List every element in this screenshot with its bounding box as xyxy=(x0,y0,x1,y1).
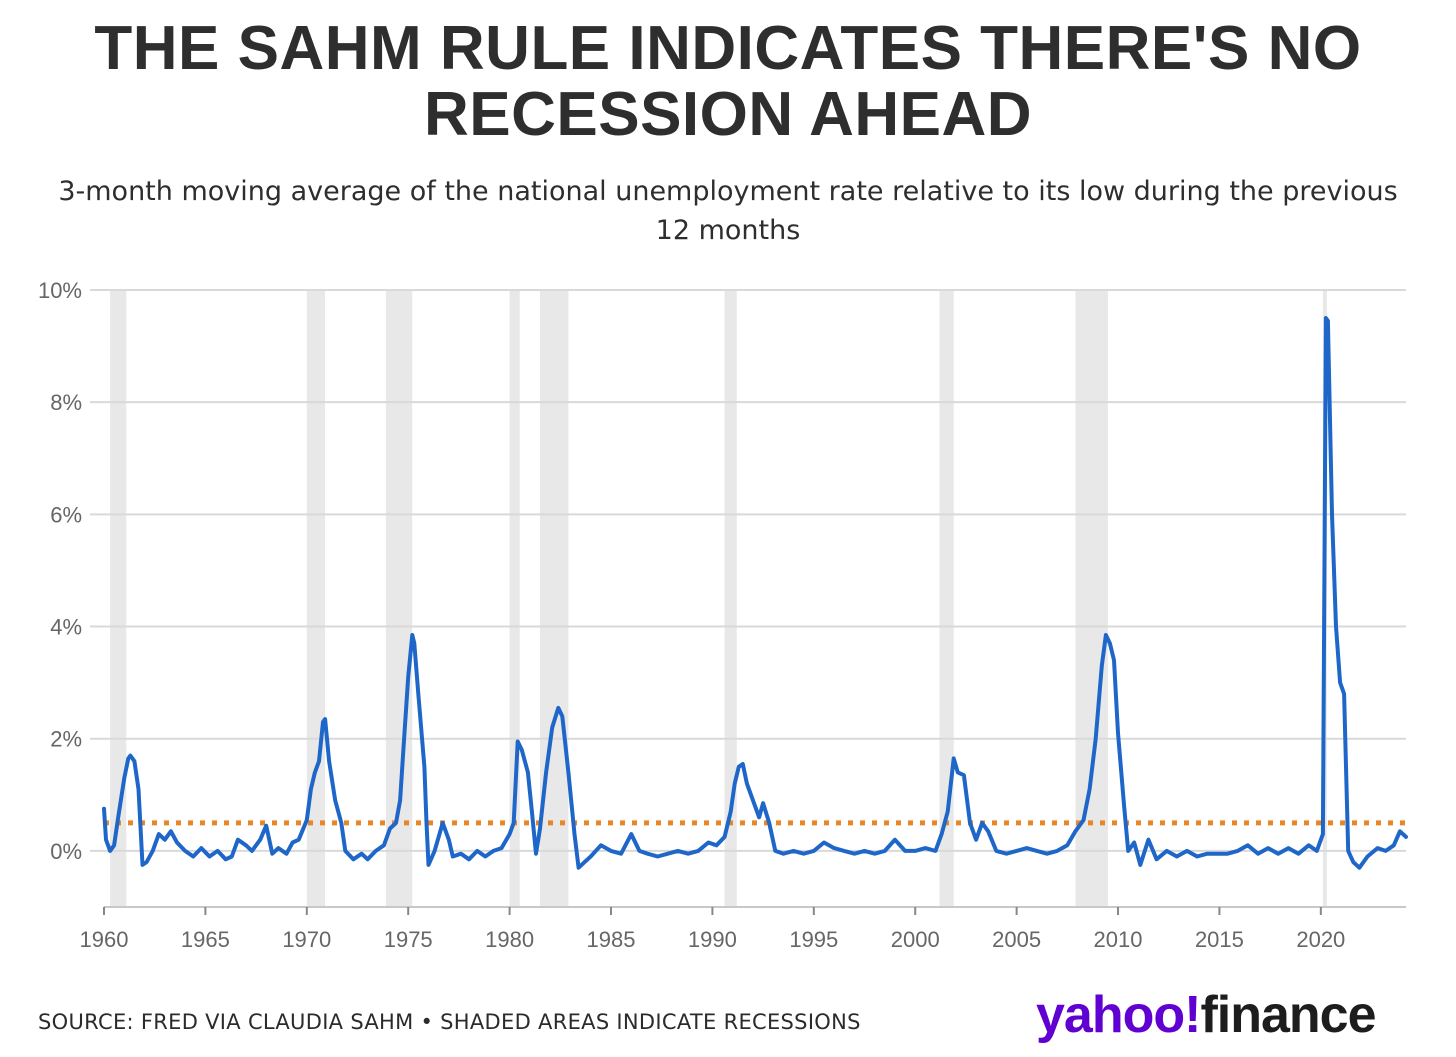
recession-band xyxy=(724,290,737,907)
x-tick-label: 2015 xyxy=(1195,927,1244,952)
recession-band xyxy=(540,290,569,907)
recession-band xyxy=(939,290,954,907)
x-tick-label: 1980 xyxy=(485,927,534,952)
chart-title: THE SAHM RULE INDICATES THERE'S NO RECES… xyxy=(94,14,1362,149)
x-tick-label: 1985 xyxy=(587,927,636,952)
x-tick-label: 1970 xyxy=(282,927,331,952)
yahoo-finance-logo: yahoo!finance xyxy=(1036,985,1377,1045)
recession-band xyxy=(509,290,520,907)
x-tick-label: 1995 xyxy=(789,927,838,952)
logo-yahoo-text: yahoo! xyxy=(1036,986,1201,1044)
series-line xyxy=(102,316,1408,870)
x-tick-label: 1960 xyxy=(80,927,129,952)
y-tick-label: 6% xyxy=(50,502,82,527)
series-group xyxy=(102,316,1408,870)
logo-finance-text: finance xyxy=(1200,986,1376,1044)
source-note: SOURCE: FRED VIA CLAUDIA SAHM • SHADED A… xyxy=(38,1010,861,1034)
x-tick-label: 2010 xyxy=(1094,927,1143,952)
x-tick-label: 1965 xyxy=(181,927,230,952)
y-tick-label: 4% xyxy=(50,615,82,640)
x-tick-label: 2020 xyxy=(1296,927,1345,952)
y-tick-label: 0% xyxy=(50,839,82,864)
y-axis-ticks: 0% 2% 4% 6% 8% 10% xyxy=(38,278,82,864)
y-tick-label: 2% xyxy=(50,727,82,752)
recession-bands xyxy=(110,290,1327,907)
chart-subtitle: 3-month moving average of the national u… xyxy=(58,176,1398,246)
x-tick-label: 1975 xyxy=(384,927,433,952)
y-tick-label: 8% xyxy=(50,390,82,415)
gridlines xyxy=(90,289,1406,908)
x-tick-label: 1990 xyxy=(688,927,737,952)
recession-band xyxy=(110,290,127,907)
x-tick-label: 2005 xyxy=(992,927,1041,952)
recession-band xyxy=(1075,290,1108,907)
sahm-rule-line-chart: 0%2%4%6%8%10% 1960 1965 1970 1975 1980 1985 19… xyxy=(38,278,1408,952)
x-axis-ticks: 1960 1965 1970 1975 1980 1985 1990 1995 2000 2005… xyxy=(80,907,1345,952)
y-tick-label: 10% xyxy=(38,278,82,303)
x-tick-label: 2000 xyxy=(891,927,940,952)
